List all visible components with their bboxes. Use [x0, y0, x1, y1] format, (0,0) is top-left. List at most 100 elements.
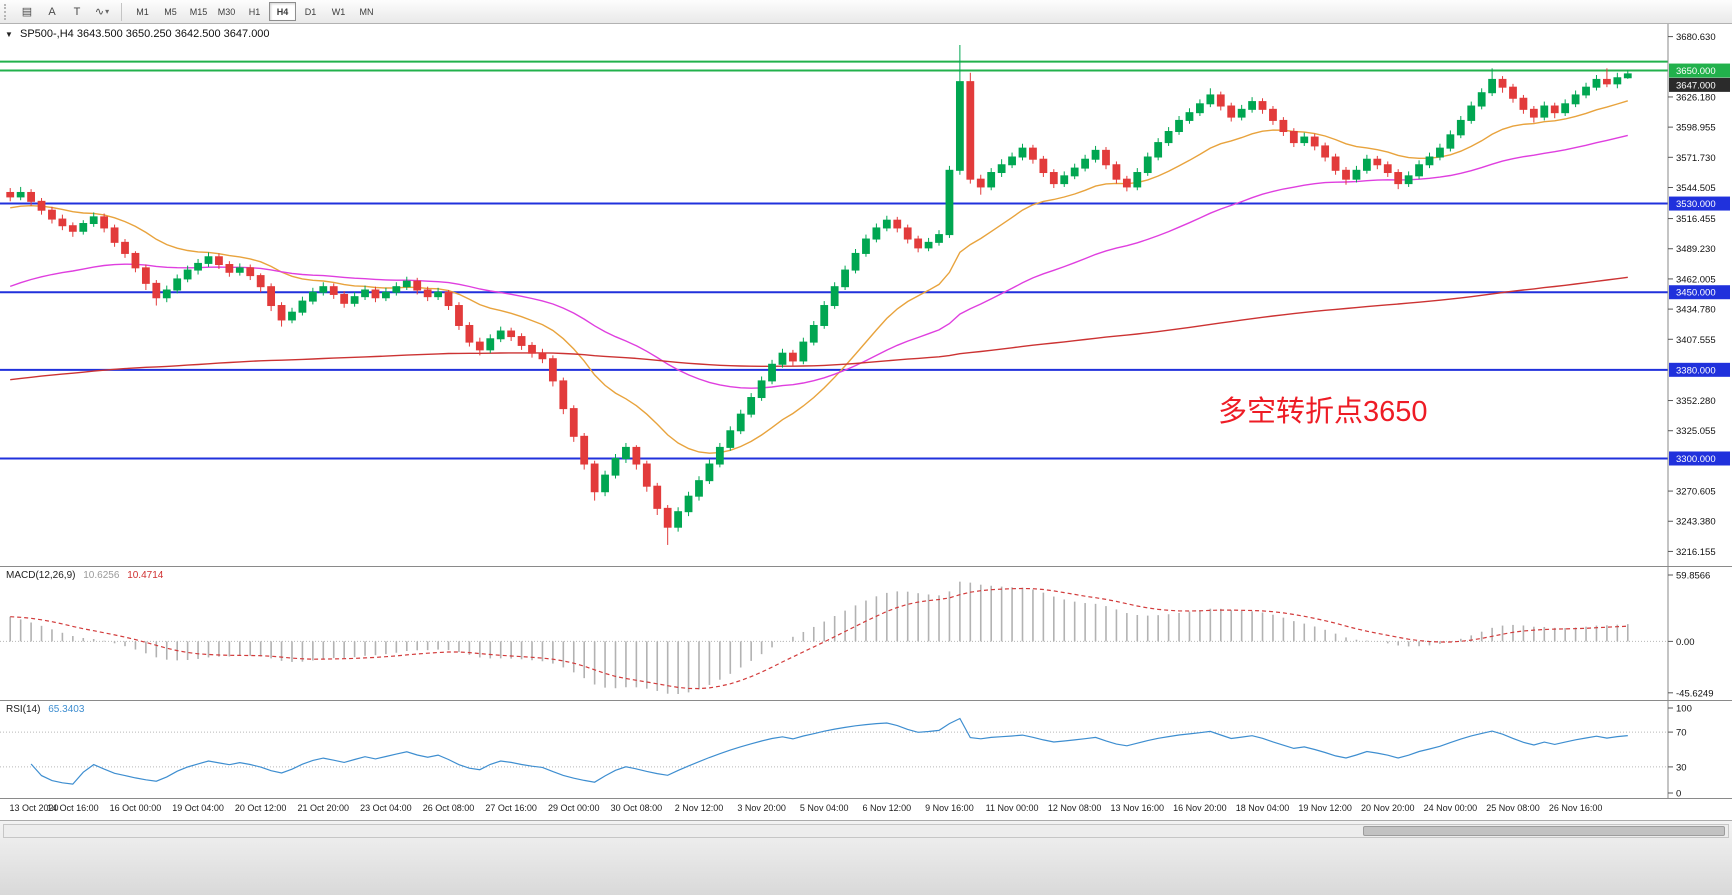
macd-histogram	[9, 581, 1629, 695]
time-axis-label: 29 Oct 00:00	[547, 803, 600, 813]
time-axis-label: 30 Oct 08:00	[610, 803, 663, 813]
time-axis-label: 16 Oct 00:00	[109, 803, 162, 813]
time-axis[interactable]: 13 Oct 2020 14 Oct 16:00 16 Oct 00:00 19 Oc…	[0, 798, 1732, 820]
svg-text:3216.155: 3216.155	[1676, 547, 1716, 558]
svg-text:3489.230: 3489.230	[1676, 244, 1716, 255]
svg-text:3434.780: 3434.780	[1676, 305, 1716, 316]
timeframe-button-m5[interactable]: M5	[164, 6, 177, 17]
timeframe-button-m1[interactable]: M1	[136, 6, 149, 17]
time-axis-label: 27 Oct 16:00	[485, 803, 537, 813]
rsi-panel: RSI(14) 65.3403 100 70 30 0	[0, 701, 1732, 798]
chart-symbol-period: SP500-,H4	[19, 28, 74, 40]
time-axis-label: 13 Nov 16:00	[1110, 803, 1165, 813]
chart-list-button[interactable]: ▤	[15, 2, 39, 22]
svg-text:3450.000: 3450.000	[1676, 288, 1716, 299]
time-axis-label: 20 Oct 12:00	[234, 803, 287, 813]
svg-text:3352.280: 3352.280	[1676, 396, 1716, 407]
time-axis-label: 14 Oct 16:00	[47, 803, 99, 813]
toolbar-gripper[interactable]	[4, 3, 10, 20]
price-badge: 3650.000	[1669, 63, 1730, 78]
h-scrollbar[interactable]	[3, 824, 1729, 838]
chart-ohlc-values: 3643.500 3650.250 3642.500 3647.000	[76, 28, 270, 40]
macd-value-main: 10.6256	[83, 570, 120, 581]
candlestick-layer	[6, 45, 1632, 545]
line-studies-button[interactable]: ∿ ▾	[90, 2, 114, 22]
time-axis-label: 23 Oct 04:00	[360, 803, 412, 813]
time-axis-label: 19 Nov 12:00	[1298, 803, 1352, 813]
timeframe-button-m15[interactable]: M15	[189, 6, 208, 17]
svg-text:3325.055: 3325.055	[1676, 426, 1716, 437]
timeframe-button-h4[interactable]: H4	[269, 2, 296, 21]
svg-text:3650.000: 3650.000	[1676, 66, 1716, 77]
rsi-plot[interactable]: 100 70 30 0	[0, 701, 1732, 798]
svg-text:3598.955: 3598.955	[1676, 123, 1716, 134]
time-axis-label: 3 Nov 20:00	[737, 803, 786, 813]
main-chart-plot[interactable]: 3680.630 3626.180 3598.955 3571.730 3544.505…	[0, 24, 1732, 566]
time-axis-label: 26 Oct 08:00	[422, 803, 475, 813]
chart-title: ▼ SP500-,H4 3643.500 3650.250 3642.500 3…	[5, 28, 270, 40]
timeframe-button-w1[interactable]: W1	[331, 6, 346, 17]
scrollbar-thumb[interactable]	[1363, 826, 1725, 836]
price-badge: 3380.000	[1669, 362, 1730, 377]
moving-average-layer	[9, 100, 1629, 454]
svg-text:59.8566: 59.8566	[1676, 571, 1710, 582]
svg-text:70: 70	[1676, 728, 1687, 739]
time-axis-label: 13 Oct 2020	[9, 803, 59, 813]
price-badge: 3530.000	[1669, 196, 1730, 211]
svg-text:3571.730: 3571.730	[1676, 153, 1716, 164]
type-tool-button[interactable]: T	[65, 2, 89, 22]
time-axis-label: 11 Nov 00:00	[985, 803, 1039, 813]
rsi-label: RSI(14) 65.3403	[6, 704, 89, 715]
svg-text:3544.505: 3544.505	[1676, 183, 1716, 194]
chart-list-icon: ▤	[21, 6, 33, 18]
time-axis-label: 20 Nov 20:00	[1360, 803, 1415, 813]
svg-text:3380.000: 3380.000	[1676, 365, 1716, 376]
panel-divider[interactable]	[0, 566, 1732, 567]
chart-collapse-icon[interactable]: ▼	[5, 30, 13, 39]
time-axis-label: 26 Nov 16:00	[1548, 803, 1603, 813]
svg-text:3530.000: 3530.000	[1676, 199, 1716, 210]
line-studies-icon: ∿	[94, 6, 105, 18]
price-badge: 3300.000	[1669, 451, 1730, 466]
macd-plot[interactable]: 59.8566 0.00 -45.6249	[0, 567, 1732, 700]
rsi-name: RSI(14)	[6, 704, 41, 715]
time-axis-label: 24 Nov 00:00	[1423, 803, 1478, 813]
svg-text:30: 30	[1676, 762, 1687, 773]
svg-text:3516.455: 3516.455	[1676, 214, 1716, 225]
rsi-value: 65.3403	[48, 704, 85, 715]
time-axis-label: 9 Nov 16:00	[925, 803, 974, 813]
time-axis-label: 18 Nov 04:00	[1235, 803, 1290, 813]
svg-text:-45.6249: -45.6249	[1676, 688, 1714, 699]
svg-text:3270.605: 3270.605	[1676, 487, 1716, 498]
svg-text:3680.630: 3680.630	[1676, 32, 1716, 43]
text-tool-button[interactable]: A	[40, 2, 64, 22]
timeframe-button-d1[interactable]: D1	[304, 6, 317, 17]
time-axis-label: 19 Oct 04:00	[172, 803, 224, 813]
toolbar-divider	[121, 2, 122, 21]
panel-divider[interactable]	[0, 700, 1732, 701]
rsi-line	[30, 717, 1628, 785]
macd-signal-line	[10, 587, 1628, 690]
time-axis-label: 12 Nov 08:00	[1047, 803, 1102, 813]
svg-text:3462.005: 3462.005	[1676, 274, 1716, 285]
price-badge: 3647.000	[1669, 77, 1730, 92]
macd-value-signal: 10.4714	[127, 570, 164, 581]
svg-text:100: 100	[1676, 704, 1692, 715]
timeframe-button-m30[interactable]: M30	[217, 6, 236, 17]
timeframe-button-mn[interactable]: MN	[359, 6, 374, 17]
time-axis-label: 25 Nov 08:00	[1486, 803, 1540, 813]
timeframe-button-h1[interactable]: H1	[248, 6, 261, 17]
svg-text:3407.555: 3407.555	[1676, 335, 1716, 346]
type-tool-icon: T	[73, 5, 81, 18]
hline-layer	[0, 60, 1668, 460]
price-axis: 3680.630 3626.180 3598.955 3571.730 3544.505…	[1667, 24, 1730, 566]
price-chart-panel: ▼ SP500-,H4 3643.500 3650.250 3642.500 3…	[0, 24, 1732, 566]
macd-name: MACD(12,26,9)	[6, 570, 76, 581]
svg-text:3243.380: 3243.380	[1676, 517, 1716, 528]
chevron-down-icon: ▾	[105, 7, 110, 16]
time-axis-label: 6 Nov 12:00	[862, 803, 912, 813]
toolbar: ▤ A T ∿ ▾ M1 M5 M15 M30 H1 H4 D1 W1 MN	[0, 0, 1732, 24]
time-axis-label: 5 Nov 04:00	[799, 803, 849, 813]
svg-text:3300.000: 3300.000	[1676, 454, 1716, 465]
